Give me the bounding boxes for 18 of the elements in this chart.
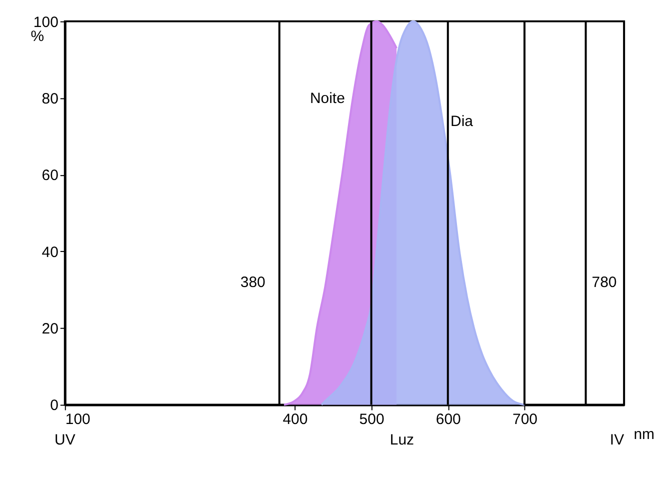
y-tick-label: 60 <box>42 167 58 184</box>
x-tick-label: 100 <box>65 411 90 428</box>
x-tick-label: 700 <box>512 411 538 428</box>
ref-line-label: 780 <box>592 274 617 292</box>
x-tick-label: 500 <box>359 411 384 428</box>
y-tick-label: 0 <box>50 397 58 414</box>
y-tick-label: 40 <box>42 244 58 261</box>
y-tick-label: 20 <box>42 320 58 338</box>
x-tick-label: 400 <box>282 411 308 428</box>
series-label: Noite <box>310 90 345 107</box>
text: Luz <box>390 432 414 449</box>
x-tick-label: 600 <box>436 411 461 428</box>
text: IV <box>610 432 624 449</box>
x-axis-title: nm <box>634 426 655 444</box>
y-tick-label: 80 <box>42 90 58 108</box>
ref-line-label: 380 <box>240 274 266 292</box>
text: UV <box>54 432 76 449</box>
series-label: Dia <box>450 112 474 130</box>
